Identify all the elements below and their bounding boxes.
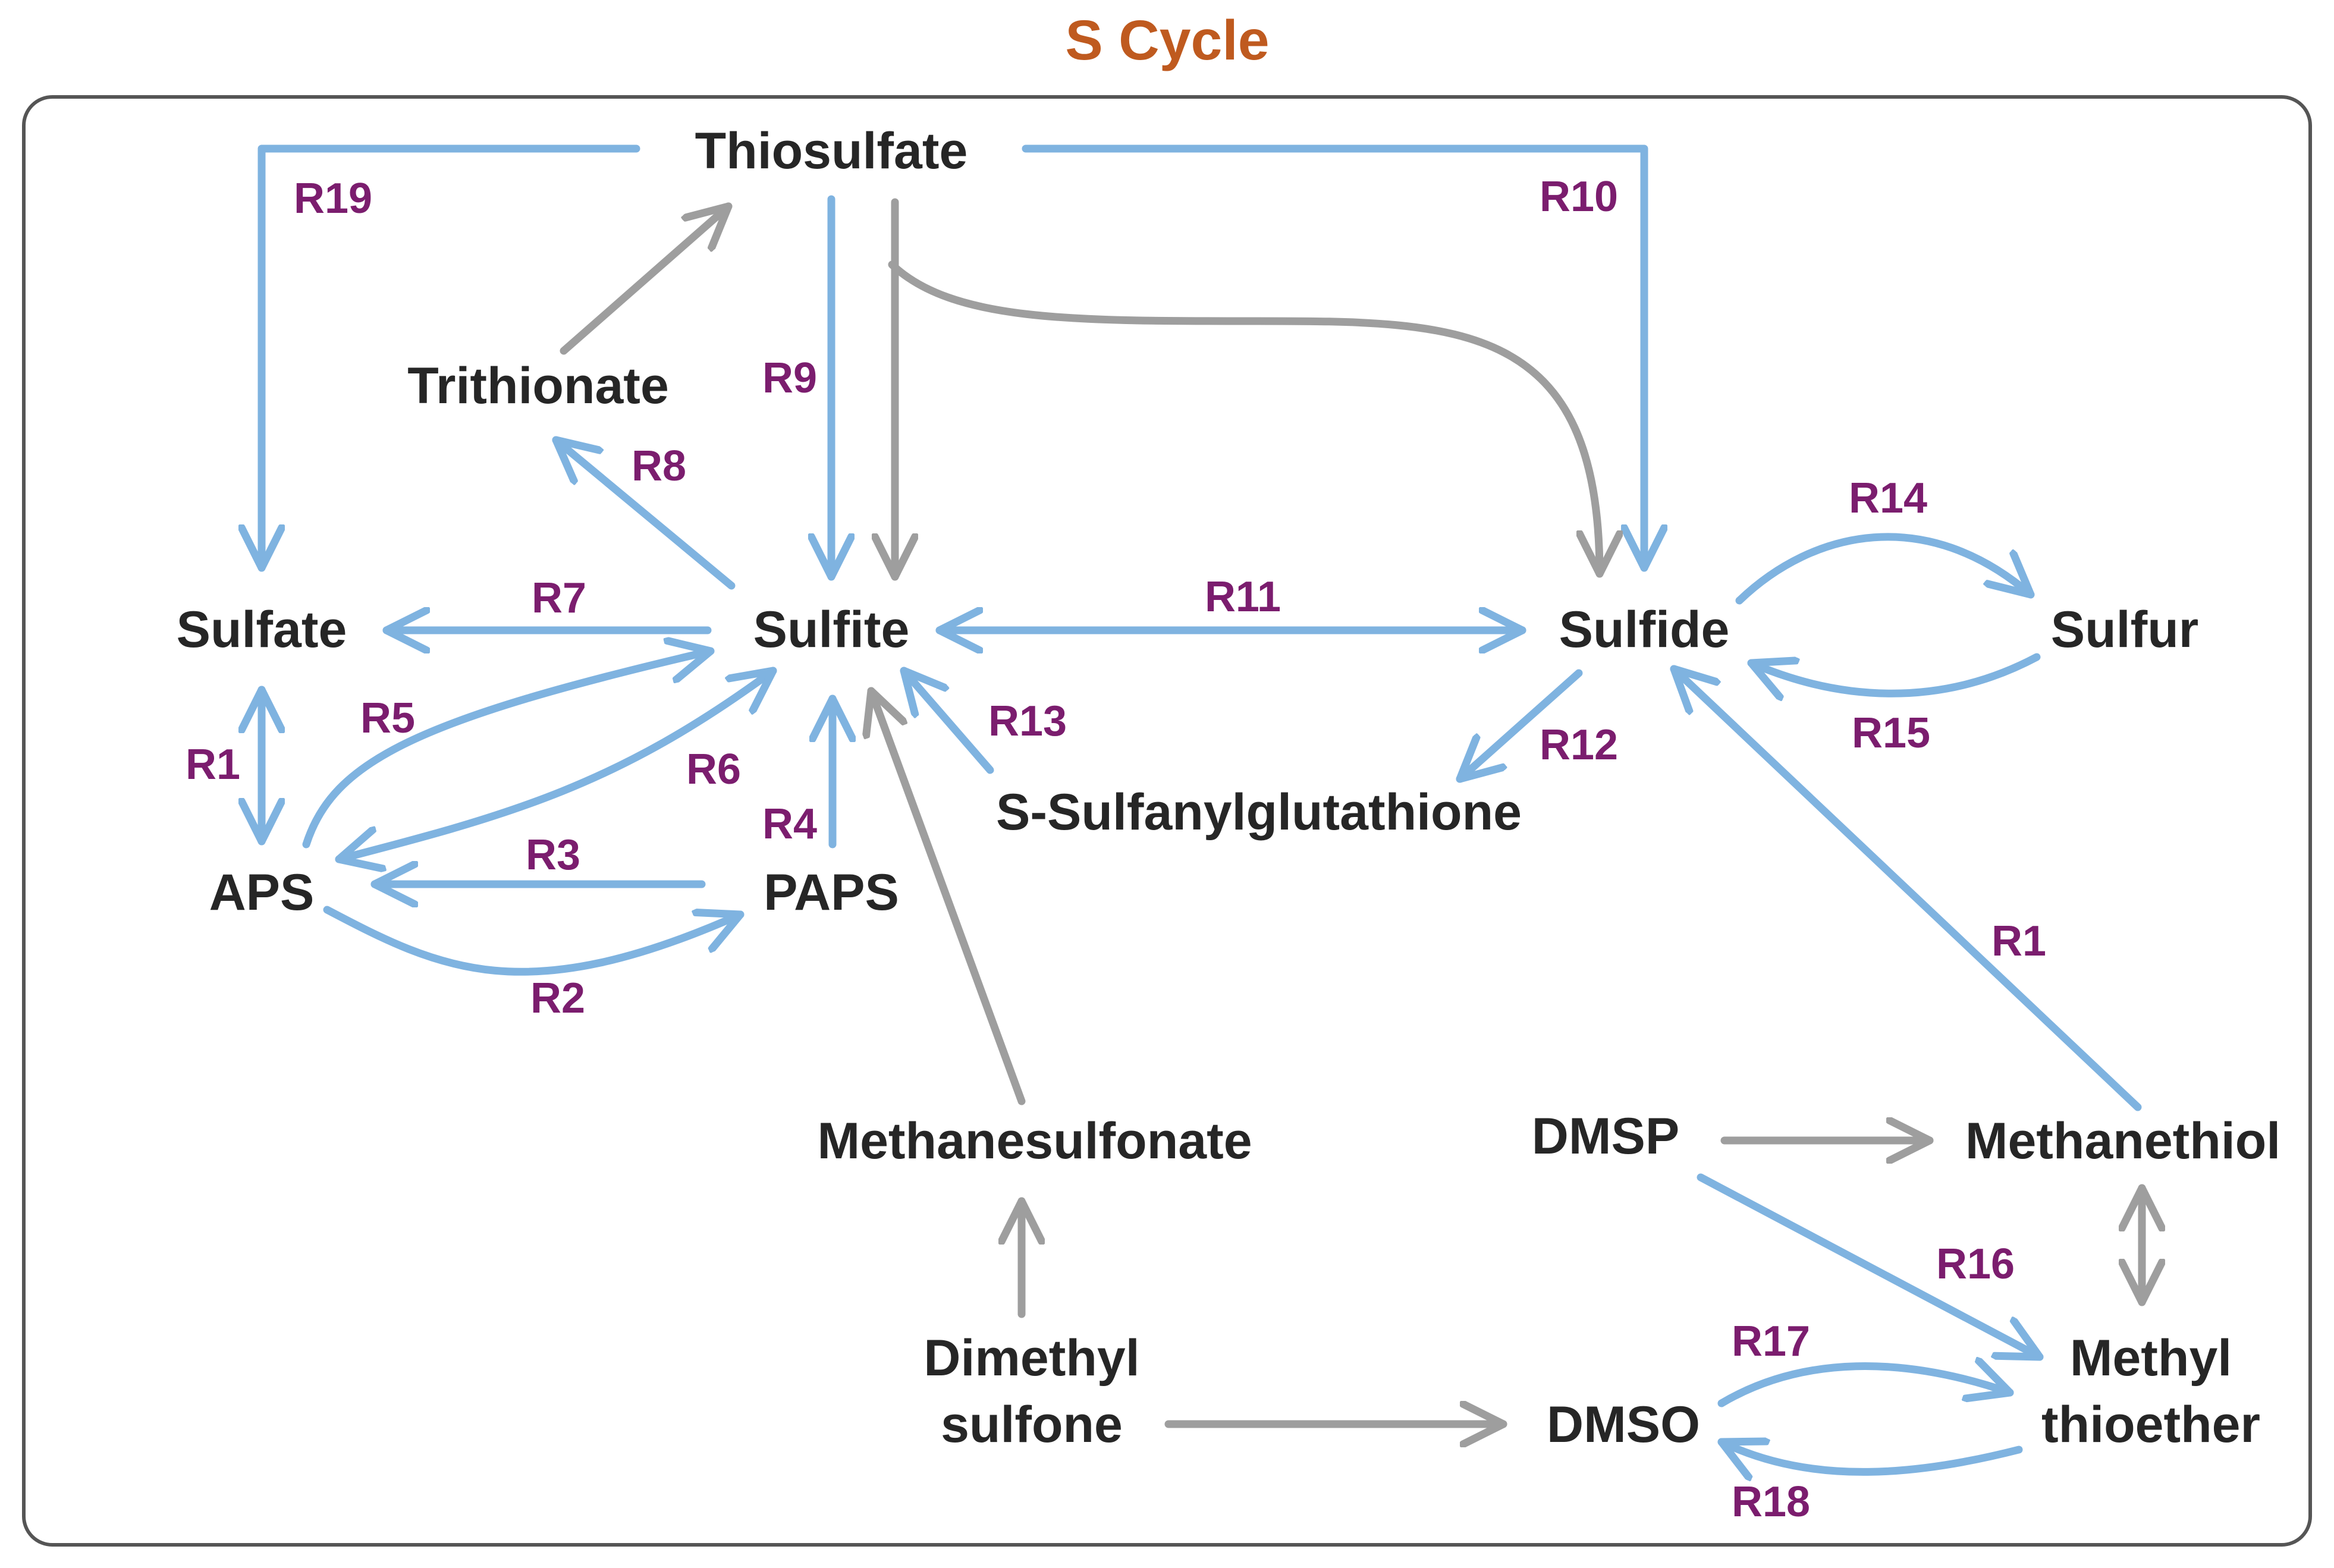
- arrow-r10: [1022, 144, 1644, 568]
- node-methanethiol: Methanethiol: [1965, 1113, 2280, 1170]
- arrow-r12: [1460, 669, 1583, 779]
- arrow-r16: [1697, 1173, 2040, 1357]
- node-sulfate: Sulfate: [177, 601, 347, 658]
- node-dmsp: DMSP: [1532, 1108, 1679, 1165]
- arrow-r14: [1735, 533, 2031, 605]
- node-thiosulfate: Thiosulfate: [695, 122, 968, 180]
- diagram-frame: [22, 95, 2312, 1547]
- node-s-sulfanylglutathione: S-Sulfanylglutathione: [996, 784, 1522, 841]
- node-dmso: DMSO: [1547, 1396, 1700, 1453]
- node-dimethyl-sulfone-line2: sulfone: [941, 1396, 1123, 1453]
- label-r2: R2: [530, 975, 585, 1022]
- label-r6: R6: [686, 746, 741, 793]
- label-r11: R11: [1205, 573, 1281, 621]
- label-r5: R5: [360, 695, 415, 742]
- arrow-r1-right: [1674, 669, 2142, 1111]
- label-r16: R16: [1936, 1240, 2015, 1288]
- arrow-thiosulfate-to-sulfide-gray: [888, 260, 1600, 574]
- diagram-title: S Cycle: [1065, 9, 1269, 72]
- arrow-r17: [1717, 1366, 2010, 1407]
- label-r15: R15: [1852, 709, 1930, 757]
- label-r3: R3: [526, 831, 580, 879]
- node-sulfite: Sulfite: [753, 601, 910, 658]
- arrow-methanesulfonate-to-sulfite: [871, 691, 1026, 1105]
- arrow-r18: [1722, 1442, 2023, 1472]
- arrow-r6: [339, 671, 773, 859]
- node-methanesulfonate: Methanesulfonate: [817, 1113, 1252, 1170]
- node-sulfide: Sulfide: [1559, 601, 1730, 658]
- node-sulfur: Sulfur: [2051, 601, 2198, 658]
- node-methyl-thioether-line1: Methyl: [2070, 1330, 2232, 1387]
- label-r13: R13: [988, 697, 1067, 745]
- label-r8: R8: [632, 442, 686, 490]
- node-dimethyl-sulfone-line1: Dimethyl: [923, 1330, 1139, 1387]
- node-trithionate: Trithionate: [407, 357, 669, 414]
- label-r18: R18: [1732, 1478, 1810, 1526]
- node-methyl-thioether-line2: thioether: [2041, 1396, 2260, 1453]
- label-r1-right: R1: [1991, 917, 2046, 965]
- label-r19: R19: [294, 175, 372, 222]
- label-r7: R7: [532, 574, 586, 622]
- label-r14: R14: [1849, 475, 1927, 522]
- arrow-r8: [556, 440, 736, 590]
- label-r4: R4: [762, 800, 817, 848]
- arrow-r13: [904, 671, 994, 774]
- node-aps: APS: [209, 864, 315, 921]
- label-r17: R17: [1732, 1318, 1810, 1365]
- node-paps: PAPS: [764, 864, 899, 921]
- label-r12: R12: [1540, 721, 1618, 769]
- arrow-trithionate-to-thiosulfate: [560, 206, 728, 355]
- arrow-r15: [1751, 653, 2041, 693]
- arrow-r2: [323, 906, 740, 976]
- arrow-r19: [262, 144, 640, 568]
- label-r1-left: R1: [186, 741, 240, 788]
- label-r9: R9: [762, 354, 817, 402]
- label-r10: R10: [1540, 173, 1618, 221]
